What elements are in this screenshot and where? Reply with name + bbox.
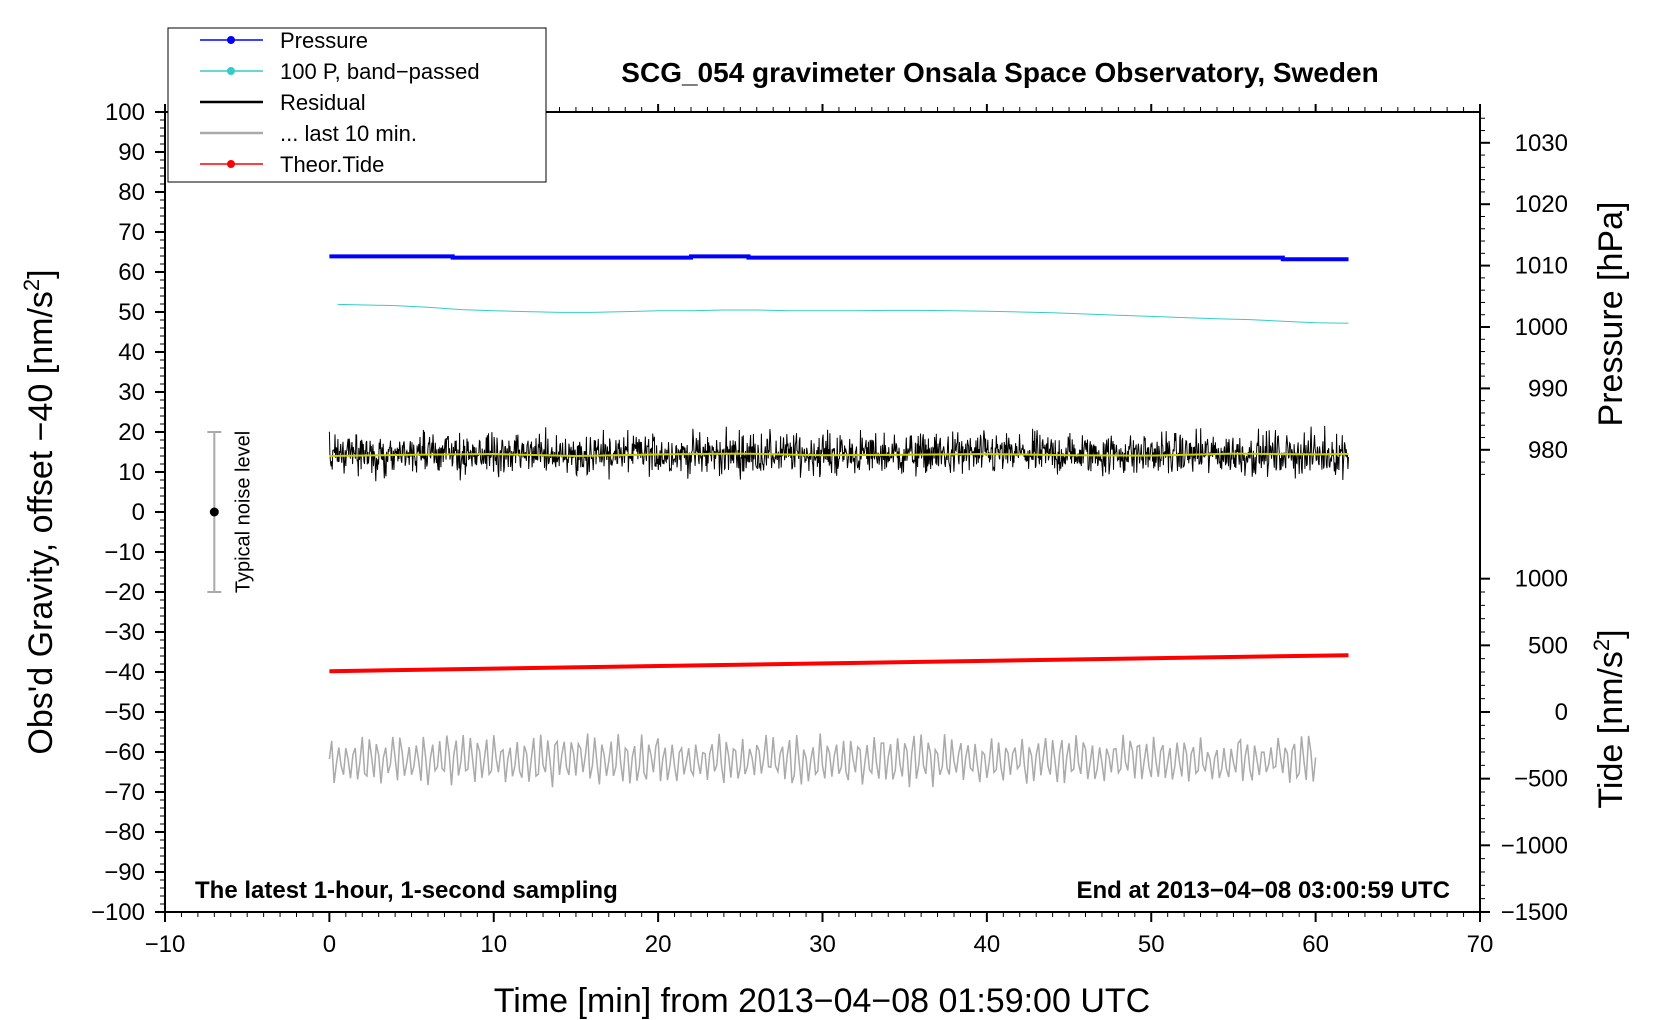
x-tick-label: 40 [974, 931, 1001, 958]
x-axis-title: Time [min] from 2013−04−08 01:59:00 UTC [494, 982, 1150, 1020]
y-tick-label: 100 [105, 99, 145, 126]
x-tick-label: 70 [1467, 931, 1494, 958]
y-tick-label: 60 [118, 259, 145, 286]
legend-label: ... last 10 min. [280, 121, 417, 146]
legend-label: Residual [280, 90, 366, 115]
tide-tick-label: 1000 [1515, 566, 1568, 593]
pressure-tick-label: 1020 [1515, 191, 1568, 218]
note-right: End at 2013−04−08 03:00:59 UTC [1076, 877, 1450, 904]
axis-layer: −10 0 10 20 30 40 50 60 701009080706050403020100… [91, 99, 1568, 958]
y-axis-title-right-tide-text: Tide [nm/s [1592, 651, 1630, 808]
x-tick-label: 60 [1302, 931, 1329, 958]
y-tick-label: 20 [118, 419, 145, 446]
y-tick-label: 10 [118, 459, 145, 486]
noise-center-dot [209, 507, 219, 517]
tide-tick-label: −1500 [1501, 899, 1568, 926]
pressure-tick-label: 980 [1528, 437, 1568, 464]
x-tick-label: 20 [645, 931, 672, 958]
y-tick-label: 0 [132, 499, 145, 526]
y-tick-label: −70 [104, 779, 145, 806]
y-tick-label: −10 [104, 539, 145, 566]
legend-marker [227, 36, 235, 44]
legend-marker [227, 160, 235, 168]
y-axis-title-right-tide-exponent: 2 [1589, 639, 1614, 651]
x-tick-label: 10 [480, 931, 507, 958]
legend-label: Theor.Tide [280, 152, 384, 177]
tide-tick-label: 0 [1555, 699, 1568, 726]
y-tick-label: −100 [91, 899, 145, 926]
x-tick-label: 30 [809, 931, 836, 958]
y-tick-label: −60 [104, 739, 145, 766]
legend-label: Pressure [280, 28, 368, 53]
y-tick-label: −80 [104, 819, 145, 846]
y-tick-label: −90 [104, 859, 145, 886]
y-tick-label: −50 [104, 699, 145, 726]
y-tick-label: 70 [118, 219, 145, 246]
series-pressure [329, 254, 1349, 262]
tide-tick-label: −500 [1514, 766, 1568, 793]
y-axis-title-left-close: ] [22, 269, 60, 278]
last-10-min-line [328, 733, 1317, 788]
pressure-tick-label: 1010 [1515, 253, 1568, 280]
chart-title: SCG_054 gravimeter Onsala Space Observat… [621, 57, 1378, 88]
y-axis-title-right-pressure: Pressure [hPa] [1592, 202, 1630, 427]
legend: Pressure 100 P, band−passed Residual ... la… [167, 27, 547, 183]
y-axis-title-right-tide: Tide [nm/s2] [1589, 629, 1630, 808]
pressure-tick-label: 1030 [1515, 130, 1568, 157]
series-theor-tide [329, 653, 1349, 674]
series-residual-mean [329, 452, 1349, 458]
y-tick-label: 50 [118, 299, 145, 326]
y-axis-title-right-tide-close: ] [1592, 629, 1630, 638]
noise-indicator: Typical noise level [207, 431, 254, 593]
y-axis-title-left-text: Obs'd Gravity, offset −40 [nm/s [22, 291, 60, 754]
tide-tick-label: 500 [1528, 632, 1568, 659]
series-layer [328, 254, 1349, 788]
noise-label: Typical noise level [232, 431, 254, 593]
tide-tick-label: −1000 [1501, 832, 1568, 859]
x-tick-label: −10 [145, 931, 186, 958]
series-100-p-band-passed [337, 303, 1349, 324]
pressure-tick-label: 990 [1528, 375, 1568, 402]
y-tick-label: −40 [104, 659, 145, 686]
legend-marker [227, 67, 235, 75]
legend-box [167, 27, 547, 183]
y-tick-label: 90 [118, 139, 145, 166]
pressure-tick-label: 1000 [1515, 314, 1568, 341]
y-axis-title-left: Obs'd Gravity, offset −40 [nm/s2] [19, 269, 60, 754]
x-tick-label: 50 [1138, 931, 1165, 958]
y-tick-label: 40 [118, 339, 145, 366]
y-tick-label: −30 [104, 619, 145, 646]
x-tick-label: 0 [323, 931, 336, 958]
y-tick-label: 30 [118, 379, 145, 406]
y-axis-title-left-exponent: 2 [19, 279, 44, 291]
legend-label: 100 P, band−passed [280, 59, 480, 84]
note-left: The latest 1-hour, 1-second sampling [195, 877, 618, 904]
y-tick-label: −20 [104, 579, 145, 606]
y-tick-label: 80 [118, 179, 145, 206]
